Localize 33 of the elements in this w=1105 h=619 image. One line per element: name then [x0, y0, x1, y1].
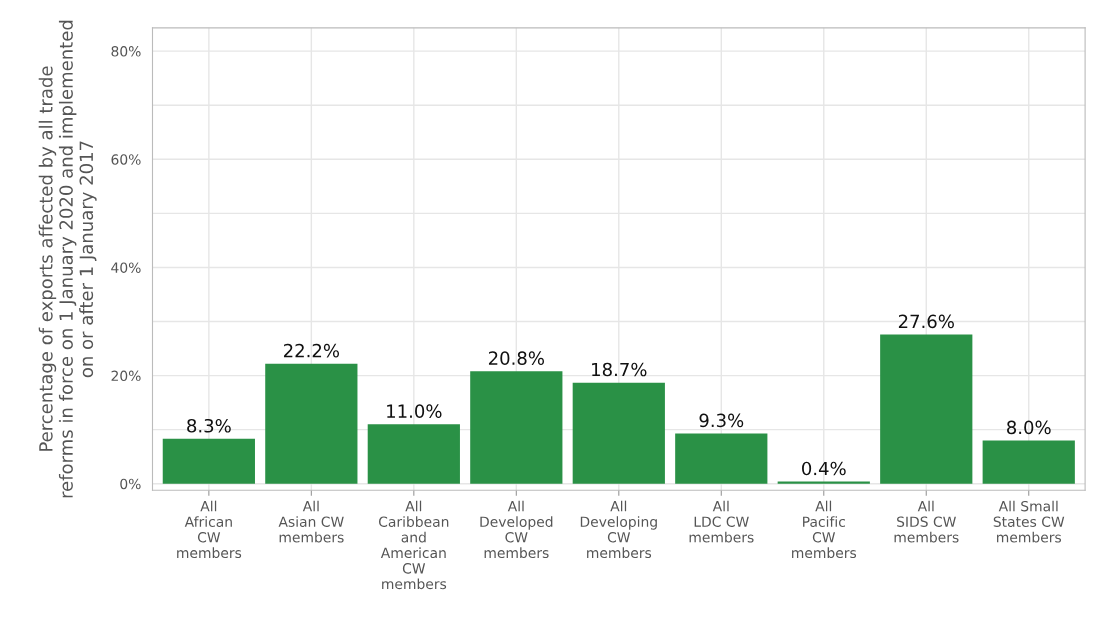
bar [367, 424, 460, 484]
y-tick-label: 60% [111, 154, 141, 165]
x-tick-label: All Developed CW members [480, 500, 553, 559]
x-tick-label: All Asian CW members [278, 500, 344, 543]
bar [470, 371, 563, 484]
x-tick-label: All African CW members [177, 500, 242, 559]
x-tick-label: All Caribbean and American CW members [378, 500, 449, 590]
data-label: 20.8% [488, 351, 544, 365]
bar [265, 363, 358, 484]
data-label: 18.7% [592, 362, 647, 377]
x-tick-label: All LDC CW members [689, 500, 754, 543]
x-tick-label: All Developing CW members [580, 500, 657, 559]
y-axis-title: Percentage of exports affected by all trade reforms in force on 1 January 2020 and implemented on or after 1 January 2017 [38, 20, 97, 498]
data-label: 9.3% [699, 413, 744, 428]
y-tick-label: 40% [111, 262, 141, 273]
data-label: 8.0% [1007, 420, 1051, 435]
bar [572, 382, 665, 484]
bar [982, 440, 1075, 484]
y-tick-label: 0% [120, 478, 141, 490]
bar [777, 481, 870, 484]
data-label: 22.2% [283, 343, 340, 358]
data-label: 8.3% [187, 418, 231, 433]
data-label: 27.6% [898, 314, 954, 329]
y-tick-label: 80% [111, 46, 141, 57]
bar [880, 334, 973, 484]
bar [675, 433, 768, 484]
bar [162, 438, 255, 484]
x-tick-label: All Small States CW members [993, 500, 1065, 543]
data-label: 11.0% [387, 404, 442, 418]
data-label: 0.4% [802, 461, 846, 476]
x-tick-label: All SIDS CW members [894, 500, 959, 543]
x-tick-label: All Pacific CW members [792, 500, 857, 559]
y-tick-label: 20% [111, 370, 141, 382]
